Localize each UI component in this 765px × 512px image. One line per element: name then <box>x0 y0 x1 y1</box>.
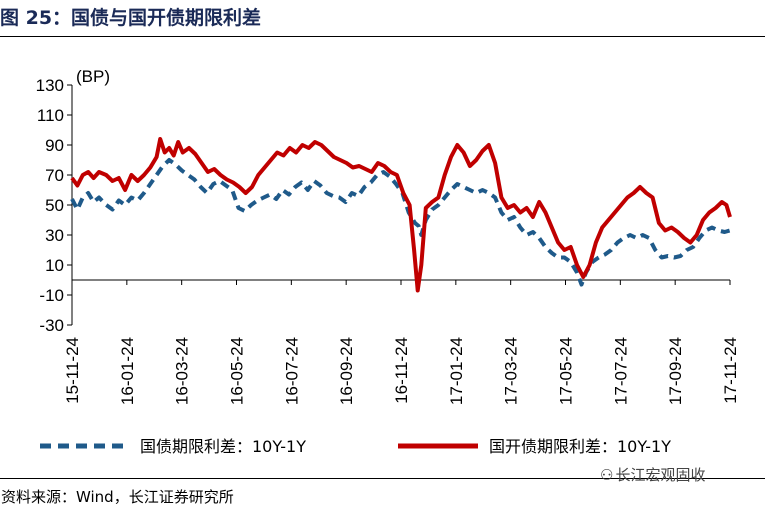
x-tick-label: 16-01-24 <box>118 337 137 405</box>
x-tick-label: 16-05-24 <box>228 337 247 405</box>
y-tick-label: 90 <box>45 136 64 155</box>
watermark: ⚇ 长江宏观固收 <box>600 464 705 485</box>
series-lines <box>70 137 732 293</box>
x-tick-label: 17-05-24 <box>557 337 576 405</box>
watermark-text: 长江宏观固收 <box>615 466 706 484</box>
title-divider <box>0 36 765 37</box>
x-tick-label: 17-09-24 <box>666 337 685 405</box>
axes <box>67 84 731 326</box>
y-tick-label: 130 <box>36 76 64 95</box>
x-tick-label: 17-07-24 <box>611 337 630 405</box>
x-tick-label: 16-11-24 <box>392 337 411 404</box>
chart-title: 图 25：国债与国开债期限利差 <box>0 7 262 29</box>
series-line-1 <box>70 158 731 287</box>
x-tick-label: 16-03-24 <box>173 337 192 405</box>
x-tick-label: 16-07-24 <box>282 337 301 405</box>
y-tick-label: 30 <box>45 226 64 245</box>
y-tick-label: 10 <box>45 256 64 275</box>
y-tick-label: 70 <box>45 166 64 185</box>
y-axis-unit-label: (BP) <box>76 67 110 86</box>
y-tick-label: 50 <box>45 196 64 215</box>
footer-divider <box>0 478 765 479</box>
legend-label-series-2: 国开债期限利差：10Y-1Y <box>489 437 671 456</box>
tick-labels: 130 110 90 70 50 30 10 -10 -30 15-11-24 16-01-24 16… <box>36 76 740 405</box>
x-tick-label: 16-09-24 <box>337 337 356 405</box>
source-note: 资料来源：Wind，长江证券研究所 <box>1 488 234 506</box>
y-tick-label: -10 <box>39 286 64 305</box>
x-tick-label: 17-03-24 <box>502 337 521 405</box>
x-tick-label: 17-01-24 <box>447 337 466 405</box>
x-tick-label: 15-11-24 <box>63 337 82 404</box>
series-line-2 <box>70 137 732 293</box>
legend: 国债期限利差：10Y-1Y 国开债期限利差：10Y-1Y <box>40 437 671 456</box>
legend-label-series-1: 国债期限利差：10Y-1Y <box>140 437 306 456</box>
wechat-icon: ⚇ <box>600 466 614 484</box>
x-tick-label: 17-11-24 <box>721 337 740 404</box>
y-tick-label: -30 <box>39 316 64 335</box>
y-tick-label: 110 <box>37 106 64 125</box>
